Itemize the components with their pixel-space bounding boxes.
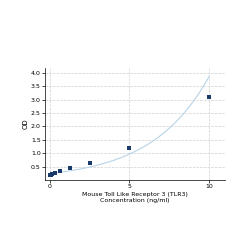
Point [48,173,52,177]
X-axis label: Mouse Toll Like Receptor 3 (TLR3)
Concentration (ng/ml): Mouse Toll Like Receptor 3 (TLR3) Concen… [82,192,188,203]
Point [50,172,54,176]
Point [128,146,132,150]
Point [53,171,57,175]
Point [88,160,92,164]
Point [49,173,53,177]
Y-axis label: OD: OD [22,118,28,129]
Point [58,170,62,173]
Point [68,166,72,170]
Point [207,95,211,99]
